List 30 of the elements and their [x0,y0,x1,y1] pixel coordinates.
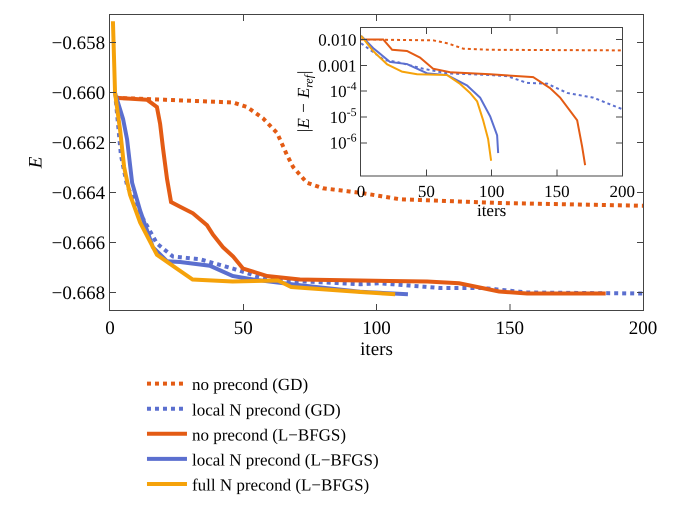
x-axis-title: iters [360,338,393,360]
legend-label: no precond (GD) [192,375,308,394]
y-tick-label: −0.664 [52,183,106,204]
x-tick-label: 0 [356,182,366,201]
y-tick-label: −0.658 [52,33,106,54]
x-tick-label: 50 [418,182,435,201]
y-tick-label: 10$^{-4}$ [330,78,357,102]
x-tick-label: 100 [478,182,504,201]
y-tick-label: −0.666 [52,233,106,254]
x-tick-label: 200 [628,318,658,339]
x-tick-label: 200 [609,182,635,201]
x-tick-label: 0 [105,318,115,339]
x-tick-label: 150 [544,182,570,201]
y-tick-label: −0.668 [52,283,106,304]
x-axis-title: iters [476,200,506,220]
y-tick-label: 0.010 [318,30,357,50]
y-axis-title: E [25,156,46,170]
line-series [110,19,398,296]
y-tick-label: 10$^{-6}$ [330,130,357,153]
y-tick-label: −0.660 [52,83,106,104]
x-tick-label: 150 [496,318,524,339]
legend-label: local N precond (GD) [192,400,341,420]
legend-label: local N precond (L−BFGS) [192,450,379,470]
x-tick-label: 50 [234,318,253,339]
y-tick-label: −0.662 [52,133,106,154]
legend-label: full N precond (L−BFGS) [192,476,370,495]
x-tick-label: 100 [362,318,391,339]
legend-label: no precond (L−BFGS) [192,425,346,444]
y-tick-label: 0.001 [318,56,357,76]
y-tick-label: 10$^{-5}$ [330,104,357,127]
